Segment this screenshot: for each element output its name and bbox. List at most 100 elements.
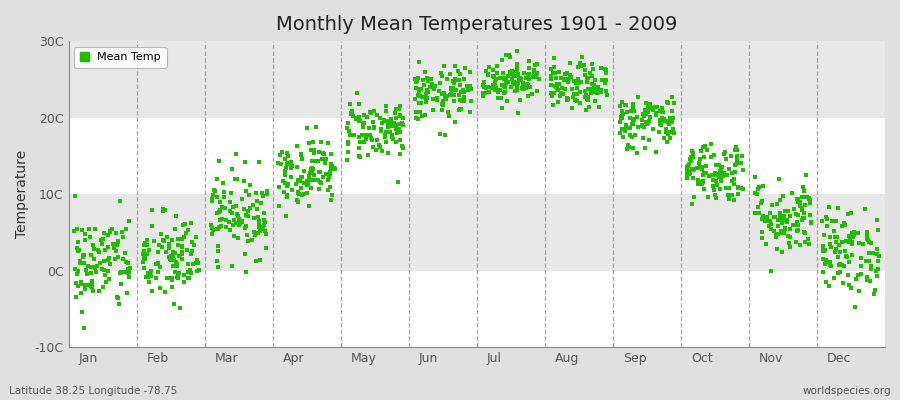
Point [436, 63, 451, 69]
Point [613, 119, 627, 125]
Point [165, 284, 179, 290]
Point [207, 186, 221, 193]
Point [151, 260, 166, 266]
Point [851, 272, 866, 278]
Point [722, 165, 736, 172]
Point [844, 285, 859, 292]
Point [311, 169, 326, 175]
Point [505, 76, 519, 82]
Point [641, 103, 655, 110]
Point [734, 185, 748, 191]
Point [548, 69, 562, 76]
Point [212, 243, 226, 249]
Point [518, 70, 532, 76]
Point [185, 261, 200, 267]
Point [685, 175, 699, 181]
Point [364, 137, 379, 143]
Point [837, 222, 851, 228]
Point [341, 140, 356, 147]
Point [858, 206, 872, 212]
Point [175, 243, 189, 250]
Point [803, 212, 817, 219]
Point [798, 239, 813, 246]
Point [482, 89, 497, 96]
Point [433, 131, 447, 137]
Point [257, 217, 272, 223]
Point [170, 242, 184, 248]
Point [683, 170, 698, 176]
Point [522, 65, 536, 71]
Point [506, 79, 520, 85]
Point [249, 189, 264, 196]
Point [752, 210, 766, 216]
Point [768, 214, 782, 220]
Point [832, 242, 846, 248]
Point [81, 263, 95, 270]
Point [614, 114, 628, 120]
Point [411, 100, 426, 106]
Point [365, 144, 380, 150]
Point [123, 265, 138, 271]
Point [225, 166, 239, 173]
Point [237, 206, 251, 212]
Point [787, 206, 801, 212]
Point [293, 184, 308, 191]
Point [410, 92, 425, 98]
Point [708, 171, 723, 178]
Point [451, 77, 465, 83]
Point [370, 112, 384, 118]
Point [561, 96, 575, 102]
Point [211, 248, 225, 254]
Point [310, 177, 325, 184]
Point [227, 233, 241, 239]
Point [586, 66, 600, 72]
Point [374, 120, 389, 126]
Point [870, 246, 885, 252]
Point [822, 203, 836, 210]
Point [751, 186, 765, 192]
Point [818, 246, 832, 253]
Point [731, 185, 745, 191]
Point [663, 128, 678, 135]
Point [235, 219, 249, 225]
Point [163, 255, 177, 262]
Point [549, 81, 563, 88]
Point [842, 259, 857, 266]
Point [726, 175, 741, 182]
Point [138, 252, 152, 258]
Point [591, 104, 606, 110]
Point [510, 68, 525, 74]
Point [637, 124, 652, 130]
Point [515, 84, 529, 91]
Point [509, 87, 524, 93]
Point [767, 214, 781, 220]
Point [351, 145, 365, 151]
Point [779, 217, 794, 223]
Point [374, 128, 389, 134]
Point [358, 136, 373, 142]
Point [478, 90, 492, 96]
Point [662, 121, 676, 127]
Point [85, 278, 99, 284]
Point [667, 100, 681, 107]
Point [191, 259, 205, 266]
Point [313, 138, 328, 145]
Point [360, 114, 374, 120]
Point [804, 219, 818, 226]
Point [69, 244, 84, 251]
Point [346, 111, 360, 118]
Point [68, 193, 83, 199]
Point [386, 120, 400, 126]
Point [482, 64, 496, 70]
Point [626, 134, 640, 141]
Point [172, 252, 186, 259]
Point [304, 166, 319, 172]
Point [750, 191, 764, 197]
Point [831, 269, 845, 276]
Point [802, 241, 816, 247]
Point [448, 76, 463, 83]
Point [415, 94, 429, 100]
Point [439, 96, 454, 103]
Point [850, 229, 865, 236]
Bar [68, 41, 885, 118]
